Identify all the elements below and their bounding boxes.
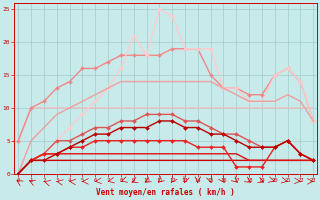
X-axis label: Vent moyen/en rafales ( km/h ): Vent moyen/en rafales ( km/h ) [96, 188, 235, 197]
